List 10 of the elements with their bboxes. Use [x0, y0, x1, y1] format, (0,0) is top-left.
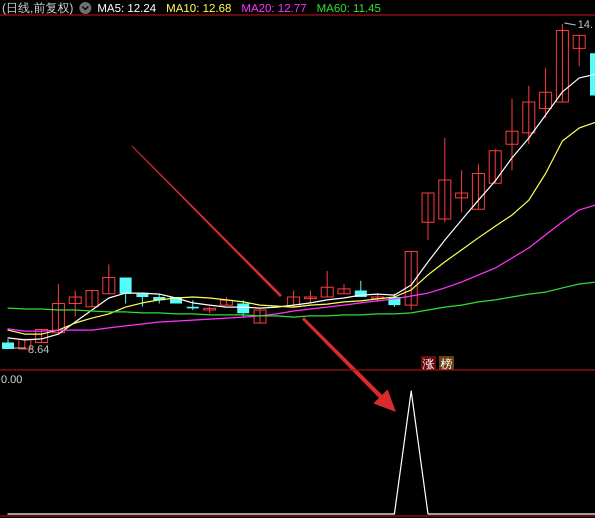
annotation: 14.	[578, 19, 593, 31]
text: MA60: 11.45	[316, 3, 381, 15]
text: MA10: 12.68	[166, 3, 232, 15]
chart-title: (日线,前复权)	[2, 1, 74, 15]
annotation: 8.64	[28, 344, 50, 356]
text: 涨	[422, 357, 434, 371]
text: 榜	[440, 357, 452, 371]
text: MA20: 12.77	[241, 3, 307, 15]
text: MA5: 12.24	[97, 3, 157, 15]
text: 0.00	[1, 374, 22, 386]
